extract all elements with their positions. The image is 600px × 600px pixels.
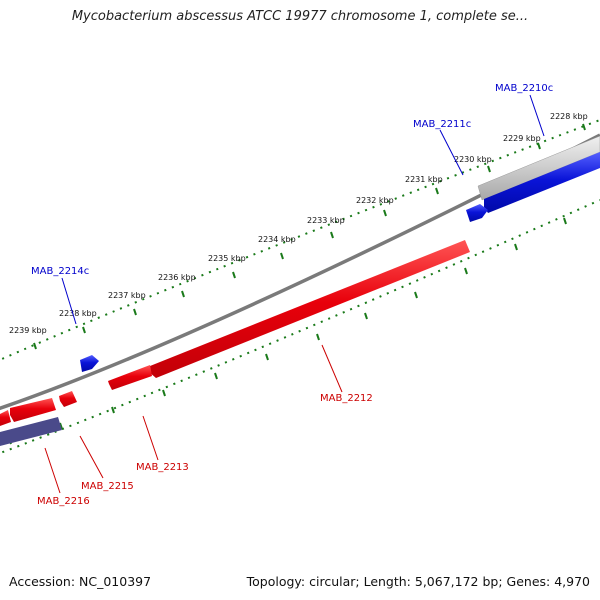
- gene-label-mab-2210c[interactable]: MAB_2210c: [495, 83, 553, 94]
- gene-mab-2214c[interactable]: [80, 355, 99, 372]
- ruler-label-2234: 2234 kbp: [258, 235, 296, 244]
- label-connectors: [44, 94, 545, 494]
- gene-label-mab-2214c[interactable]: MAB_2214c: [31, 266, 89, 277]
- ruler-label-2231: 2231 kbp: [405, 175, 443, 184]
- gene-label-mab-2211c[interactable]: MAB_2211c: [413, 119, 471, 130]
- gene-left-edge-faded[interactable]: [0, 417, 62, 446]
- outer-major-ticks: [33, 123, 586, 350]
- accession-text: Accession: NC_010397: [9, 574, 152, 589]
- gene-label-mab-2213[interactable]: MAB_2213: [136, 462, 189, 473]
- gene-label-mab-2216[interactable]: MAB_2216: [37, 496, 90, 507]
- gene-mab-2210c-segment[interactable]: [477, 135, 600, 201]
- ruler-label-2236: 2236 kbp: [158, 273, 196, 282]
- ruler-label-2238: 2238 kbp: [59, 309, 97, 318]
- inner-ruler-line: [0, 199, 600, 455]
- map-title: Mycobacterium abscessus ATCC 19977 chrom…: [71, 9, 529, 24]
- ruler-label-2232: 2232 kbp: [356, 196, 394, 205]
- gene-mab-2211c[interactable]: [466, 204, 488, 222]
- ruler-label-2229: 2229 kbp: [503, 134, 541, 143]
- gene-mab-2215[interactable]: [59, 391, 77, 407]
- ruler-label-2237: 2237 kbp: [108, 291, 146, 300]
- genome-summary-text: Topology: circular; Length: 5,067,172 bp…: [246, 574, 590, 589]
- ruler-label-2230: 2230 kbp: [454, 155, 492, 164]
- ruler-label-2228: 2228 kbp: [550, 112, 588, 121]
- gene-left-edge-red[interactable]: [0, 410, 11, 426]
- gene-mab-2210c[interactable]: [484, 152, 600, 213]
- gene-mab-2212[interactable]: [149, 240, 470, 378]
- ruler-label-2235: 2235 kbp: [208, 254, 246, 263]
- ruler-label-2239: 2239 kbp: [9, 326, 47, 335]
- gene-mab-2216[interactable]: [10, 398, 56, 422]
- outer-ruler-line: [0, 119, 600, 361]
- gene-label-mab-2212[interactable]: MAB_2212: [320, 393, 373, 404]
- gene-mab-2213[interactable]: [108, 365, 152, 390]
- gene-label-mab-2215[interactable]: MAB_2215: [81, 481, 134, 492]
- ruler-label-2233: 2233 kbp: [307, 216, 345, 225]
